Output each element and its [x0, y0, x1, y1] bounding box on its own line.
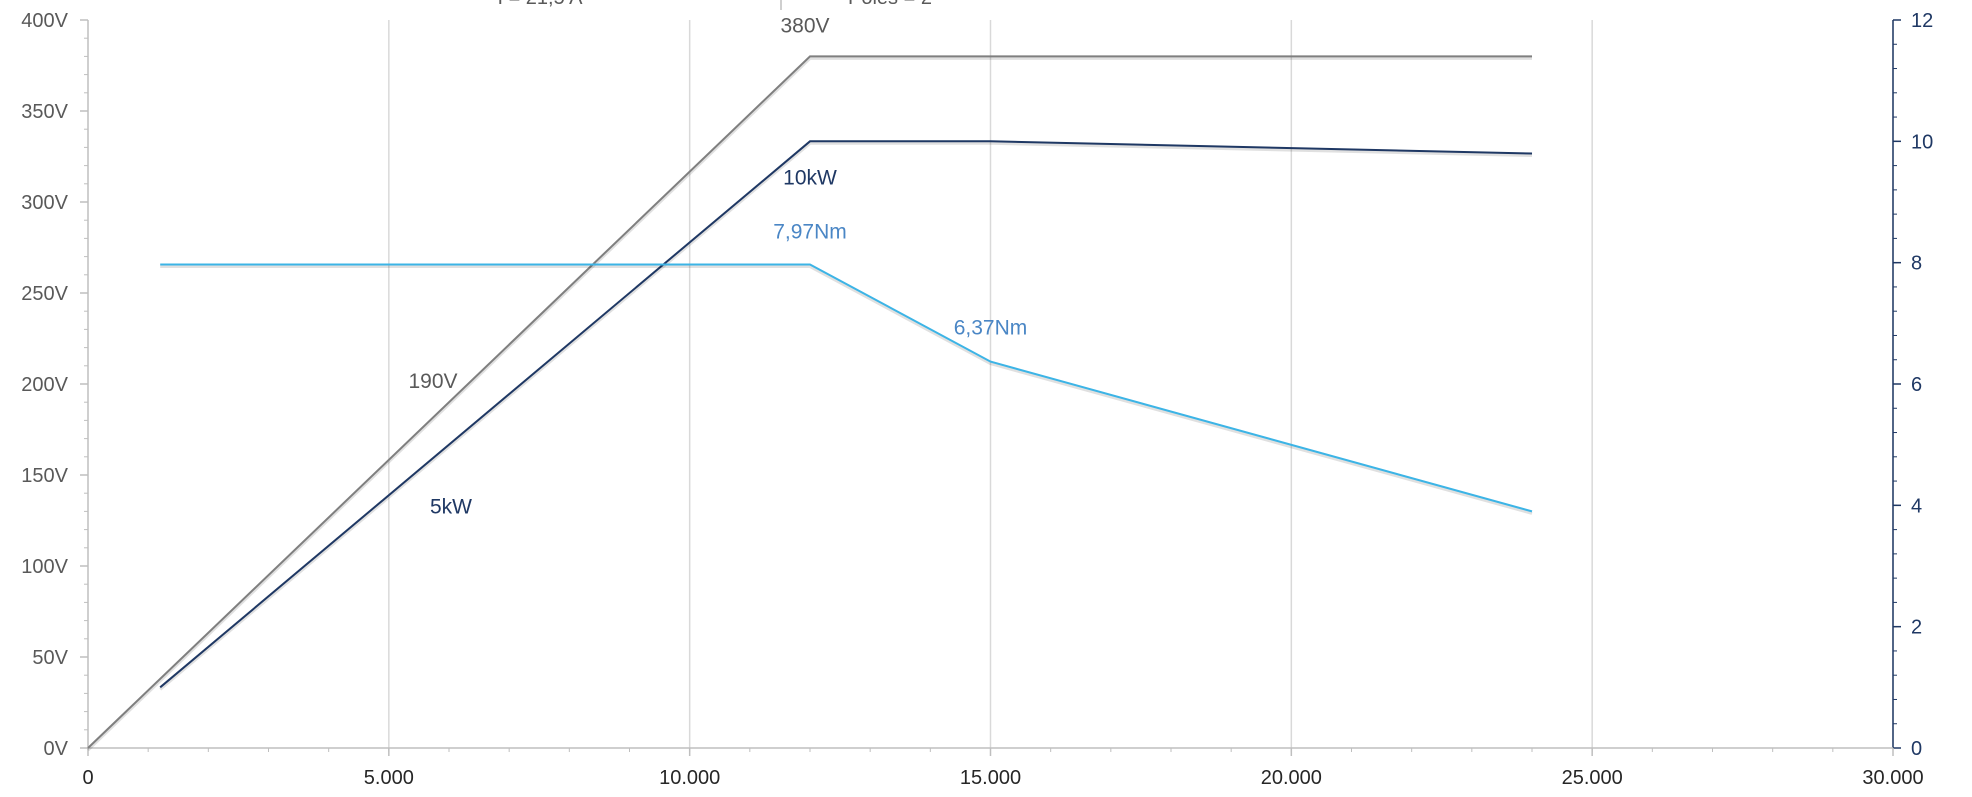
top-text-fragments: I = 21,5 A Poles = 2	[497, 0, 932, 10]
annotation-label: 5kW	[430, 496, 472, 519]
y-left-tick-label: 200V	[21, 374, 68, 396]
x-tick-label: 20.000	[1261, 767, 1322, 789]
annotations: 380V 190V 10kW 5kW 7,97Nm 6,37Nm	[408, 14, 1027, 518]
gridlines	[388, 20, 1894, 748]
x-tick-label: 0	[82, 767, 93, 789]
y-left-tick-label: 250V	[21, 283, 68, 305]
annotation-label: 380V	[780, 14, 829, 37]
top-fragment: I = 21,5 A	[497, 0, 583, 9]
y-left-tick-label: 150V	[21, 465, 68, 487]
x-tick-label: 25.000	[1562, 767, 1623, 789]
y-left-tick-label: 400V	[21, 10, 68, 32]
y-left-tick-label: 0V	[44, 738, 69, 760]
x-tick-label: 15.000	[960, 767, 1021, 789]
x-tick-label: 5.000	[364, 767, 414, 789]
y-right-tick-label: 0	[1911, 738, 1922, 760]
y-right-tick-label: 6	[1911, 374, 1922, 396]
y-left-tick-label: 300V	[21, 192, 68, 214]
annotation-label: 7,97Nm	[773, 220, 847, 243]
torque-line-shadow	[160, 265, 1533, 515]
voltage-line	[87, 55, 1532, 749]
tick-labels: 0V 50V 100V 150V 200V 250V 300V 350V 400V 0 2 4 6 8 10…	[21, 10, 1933, 789]
axes	[80, 19, 1901, 756]
y-left-tick-label: 50V	[32, 647, 68, 669]
series	[86, 55, 1533, 752]
y-right-tick-label: 4	[1911, 495, 1922, 517]
voltage-line-shadow	[86, 56, 1532, 752]
y-right-tick-label: 2	[1911, 617, 1922, 639]
y-right-tick-label: 8	[1911, 253, 1922, 275]
y-left-tick-label: 100V	[21, 556, 68, 578]
y-right-tick-label: 12	[1911, 10, 1933, 32]
x-tick-label: 30.000	[1862, 767, 1923, 789]
power-line	[159, 140, 1533, 689]
torque-line	[160, 263, 1533, 513]
power-line-shadow	[159, 141, 1533, 691]
annotation-label: 10kW	[783, 166, 837, 189]
y-right-tick-label: 10	[1911, 131, 1933, 153]
annotation-label: 190V	[408, 370, 457, 393]
x-tick-label: 10.000	[659, 767, 720, 789]
y-left-tick-label: 350V	[21, 101, 68, 123]
annotation-label: 6,37Nm	[954, 317, 1028, 340]
top-fragment: Poles = 2	[848, 0, 932, 9]
